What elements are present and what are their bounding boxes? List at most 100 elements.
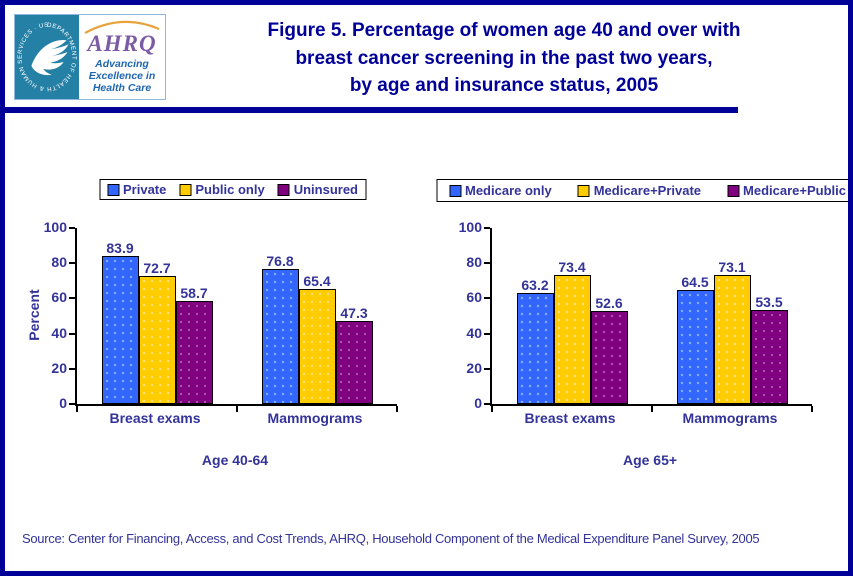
x-tick-mark [491,406,493,412]
category-label: Breast exams [524,410,616,426]
bar-value-label: 76.8 [266,252,294,269]
bar-value-label: 73.4 [558,258,586,275]
bar-private: 76.8 [261,253,299,404]
bar-public-only: 65.4 [298,273,336,404]
legend-item: Uninsured [277,182,359,197]
ahrq-hhs-logo: DEPARTMENT OF HEALTH & HUMAN SERVICES · … [14,14,166,100]
y-tick-mark [484,297,490,300]
legend-swatch-icon [449,184,461,197]
bar-medicare-public: 52.6 [590,295,628,404]
x-tick-mark [236,406,238,412]
bar-medicare-only: 64.5 [676,274,714,404]
legend-swatch-icon [277,183,290,196]
category-label: Mammograms [267,410,363,426]
ahrq-acronym: AHRQ [87,30,157,56]
header-rule [5,107,738,113]
x-axis-title: Age 65+ [622,452,678,468]
y-tick-mark [484,227,490,229]
y-tick-label: 0 [474,395,482,411]
legend: Medicare only Medicare+Private Medicare+Pu… [436,179,848,202]
bar-value-label: 52.6 [595,295,623,312]
bar-groups: 63.2 73.4 52.6 64.5 73.1 53.5 [492,228,812,404]
y-tick-label: 80 [466,254,482,271]
y-axis-title: Percent [26,289,42,341]
y-tick-label: 20 [466,359,482,376]
bar-medicare-private: 73.1 [713,259,751,404]
bar-medicare-private: 73.4 [553,259,591,404]
legend-item: Public only [179,182,265,197]
legend-label: Uninsured [293,182,359,197]
plot-area: 63.2 73.4 52.6 64.5 73.1 53.5 0 20 40 60 80 100 [459,220,813,412]
ahrq-wordmark: AHRQ Advancing Excellence in Health Care [79,15,165,99]
bar-value-label: 63.2 [521,276,549,293]
legend-item: Medicare+Public [727,183,846,198]
ahrq-arc-icon [84,20,160,34]
category-labels: Breast exams Mammograms [490,410,810,426]
bar-groups: 83.9 72.7 58.7 76.8 65.4 47.3 [77,228,397,404]
bar-value-label: 47.3 [340,304,368,321]
bar-group: 64.5 73.1 53.5 [652,228,812,404]
x-axis-title: Age 40-64 [201,452,269,468]
hhs-seal: DEPARTMENT OF HEALTH & HUMAN SERVICES · … [15,15,79,99]
plot-area: 83.9 72.7 58.7 76.8 65.4 47.3 0 20 40 60 80 100 [44,220,398,412]
bar-medicare-public: 53.5 [750,294,788,404]
y-tick-mark [69,227,75,229]
y-tick-label: 40 [51,324,67,341]
bar-public-only: 72.7 [138,260,176,404]
legend-label: Public only [195,182,265,197]
legend-swatch-icon [577,184,590,197]
y-tick-label: 60 [466,289,482,306]
y-tick-label: 60 [51,289,67,306]
legend-swatch-icon [179,183,192,196]
y-tick-mark [484,332,490,335]
legend-item: Private [106,182,167,197]
bar-value-label: 58.7 [180,284,208,301]
bar-group: 83.9 72.7 58.7 [77,228,237,404]
y-tick-mark [69,403,75,405]
y-tick-mark [69,262,75,265]
legend-item: Medicare+Private [577,183,702,198]
y-tick-mark [69,297,75,300]
hhs-eagle-icon: DEPARTMENT OF HEALTH & HUMAN SERVICES · … [15,15,76,91]
category-labels: Breast exams Mammograms [75,410,395,426]
bar-private: 83.9 [101,240,139,404]
y-tick-label: 100 [458,219,482,235]
source-note: Source: Center for Financing, Access, an… [22,531,760,546]
bar-medicare-only: 63.2 [516,277,554,404]
legend-swatch-icon [727,184,740,197]
bar-uninsured: 58.7 [175,285,213,404]
x-tick-mark [651,406,653,412]
x-tick-mark [396,406,398,412]
x-tick-mark [76,406,78,412]
bar-group: 76.8 65.4 47.3 [237,228,397,404]
bar-group: 63.2 73.4 52.6 [492,228,652,404]
y-tick-mark [484,367,490,370]
chart-age-40-64: Private Public only Uninsured Percent 83.9… [20,175,445,485]
y-tick-mark [484,403,490,405]
ahrq-tagline: Advancing Excellence in Health Care [88,57,156,95]
y-tick-label: 20 [51,359,67,376]
legend-label: Medicare only [465,183,552,198]
y-tick-label: 40 [466,324,482,341]
legend-label: Medicare+Public [743,183,846,198]
y-tick-mark [69,332,75,335]
bar-value-label: 65.4 [303,272,331,289]
y-tick-label: 80 [51,254,67,271]
y-tick-mark [69,367,75,370]
legend-label: Medicare+Private [593,183,702,198]
bar-value-label: 72.7 [143,260,171,277]
y-tick-label: 100 [43,219,67,235]
legend: Private Public only Uninsured [98,179,367,200]
category-label: Mammograms [682,410,778,426]
bar-uninsured: 47.3 [335,305,373,404]
bar-value-label: 64.5 [681,274,709,291]
bar-value-label: 73.1 [718,259,746,276]
y-tick-mark [484,262,490,265]
x-tick-mark [811,406,813,412]
chart-age-65-plus: Medicare only Medicare+Private Medicare+Pu… [436,175,848,485]
category-label: Breast exams [109,410,201,426]
legend-label: Private [122,182,167,197]
legend-swatch-icon [106,183,119,196]
bar-value-label: 53.5 [755,293,783,310]
